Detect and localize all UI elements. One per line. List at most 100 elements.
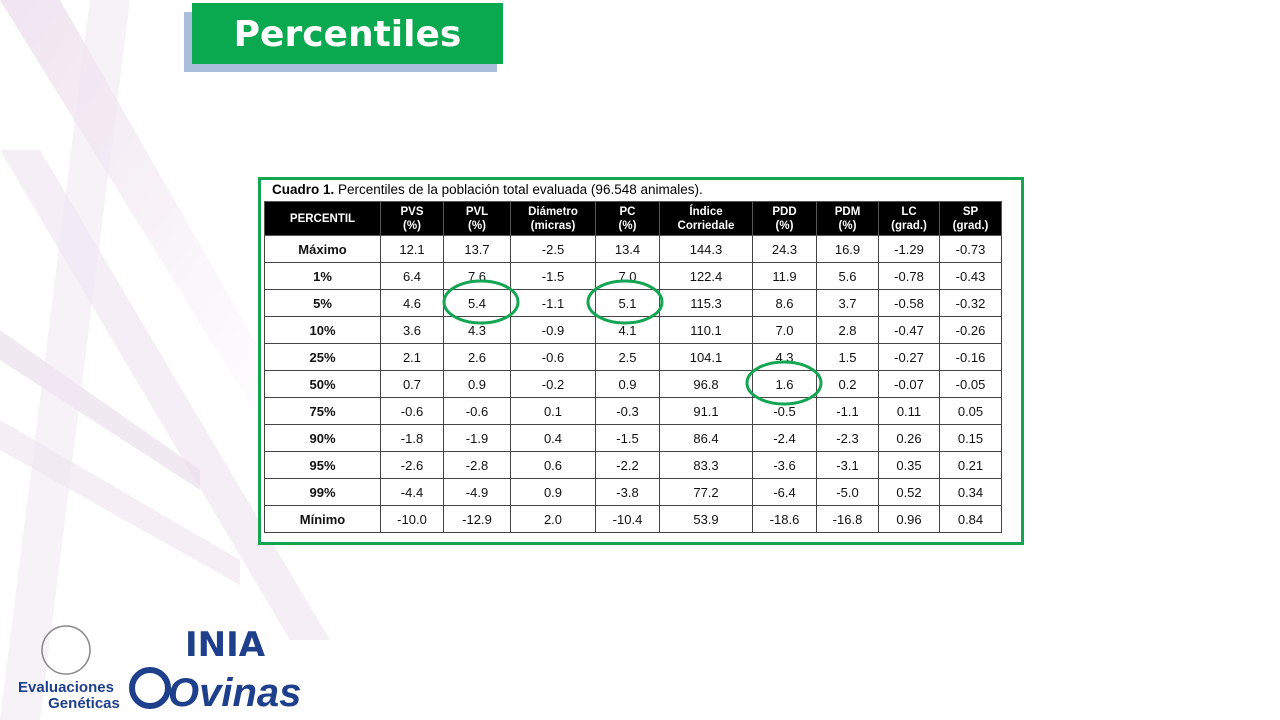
table-cell: -0.58 <box>878 289 940 317</box>
table-cell: 4.6 <box>380 289 444 317</box>
row-label: Mínimo <box>264 505 381 533</box>
table-cell: 144.3 <box>659 235 753 263</box>
table-cell: 77.2 <box>659 478 753 506</box>
row-label: 99% <box>264 478 381 506</box>
background-decoration <box>0 0 330 720</box>
table-cell: -0.05 <box>939 370 1002 398</box>
table-cell: 0.11 <box>878 397 940 425</box>
header-line: Diámetro <box>528 205 578 218</box>
table-cell: 6.4 <box>380 262 444 290</box>
column-header: SP (grad.) <box>939 201 1002 236</box>
header-line: (%) <box>468 219 486 232</box>
table-cell: -1.5 <box>595 424 660 452</box>
header-line: (%) <box>403 219 421 232</box>
header-line: (grad.) <box>891 219 927 232</box>
header-line: PDM <box>834 205 861 218</box>
table-cell: 86.4 <box>659 424 753 452</box>
program-name: Ovinas <box>168 671 301 715</box>
table-cell: 7.0 <box>752 316 817 344</box>
table-cell: -4.4 <box>380 478 444 506</box>
table-cell: -1.1 <box>816 397 879 425</box>
row-label: 5% <box>264 289 381 317</box>
column-header: Índice Corriedale <box>659 201 753 236</box>
table-cell: -0.3 <box>595 397 660 425</box>
table-cell: 4.3 <box>752 343 817 371</box>
table-cell: -0.73 <box>939 235 1002 263</box>
table-cell: -1.5 <box>510 262 596 290</box>
table-cell: 7.0 <box>595 262 660 290</box>
table-cell: 0.52 <box>878 478 940 506</box>
table-cell: 0.2 <box>816 370 879 398</box>
table-cell: -12.9 <box>443 505 511 533</box>
header-line: PC <box>619 205 636 218</box>
column-header: PC (%) <box>595 201 660 236</box>
percentile-table: PERCENTIL PVS (%) PVL (%) Diámetro (micras) PC(… <box>264 201 1002 533</box>
table-cell: -0.47 <box>878 316 940 344</box>
row-label: 95% <box>264 451 381 479</box>
table-cell: 0.15 <box>939 424 1002 452</box>
program-line: Genéticas <box>48 695 120 712</box>
slide-title: Percentiles <box>192 3 503 64</box>
table-cell: -0.26 <box>939 316 1002 344</box>
table-cell: 5.4 <box>443 289 511 317</box>
table-row: 90% -1.8 -1.9 0.4 -1.5 86.4 -2.4 -2.3 0.26 0.15 <box>264 424 1002 452</box>
table-cell: 1.5 <box>816 343 879 371</box>
row-label: 1% <box>264 262 381 290</box>
table-cell: -3.1 <box>816 451 879 479</box>
table-cell: 2.0 <box>510 505 596 533</box>
table-cell: -0.2 <box>510 370 596 398</box>
table-cell: -0.6 <box>443 397 511 425</box>
table-row: 75% -0.6 -0.6 0.1 -0.3 91.1 -0.5 -1.1 0.11 0.05 <box>264 397 1002 425</box>
table-cell: 5.6 <box>816 262 879 290</box>
table-cell: -2.2 <box>595 451 660 479</box>
header-line: (%) <box>618 219 637 232</box>
header-line: (%) <box>775 219 794 232</box>
table-cell: 12.1 <box>380 235 444 263</box>
header-row: PERCENTIL PVS (%) PVL (%) Diámetro (micras) PC(… <box>264 201 1002 236</box>
table-cell: 53.9 <box>659 505 753 533</box>
brand-logo: INIA <box>185 625 266 665</box>
table-cell: -1.9 <box>443 424 511 452</box>
table-cell: -0.9 <box>510 316 596 344</box>
table-cell: -6.4 <box>752 478 817 506</box>
table-cell: 0.35 <box>878 451 940 479</box>
caption-label: Cuadro 1. <box>272 182 335 197</box>
header-line: PVS <box>400 205 424 218</box>
table-cell: 16.9 <box>816 235 879 263</box>
table-cell: -2.8 <box>443 451 511 479</box>
table-cell: -18.6 <box>752 505 817 533</box>
header-line: Corriedale <box>677 219 735 232</box>
table-cell: 7.6 <box>443 262 511 290</box>
table-cell: 2.8 <box>816 316 879 344</box>
row-label: 25% <box>264 343 381 371</box>
table-cell: -1.1 <box>510 289 596 317</box>
column-header: Diámetro (micras) <box>510 201 596 236</box>
table-cell: -16.8 <box>816 505 879 533</box>
table-cell: -0.5 <box>752 397 817 425</box>
table-cell: 0.9 <box>595 370 660 398</box>
header-line: (grad.) <box>952 219 989 232</box>
table-cell: 115.3 <box>659 289 753 317</box>
table-cell: -10.0 <box>380 505 444 533</box>
table-cell: 13.7 <box>443 235 511 263</box>
table-cell: 3.6 <box>380 316 444 344</box>
table-cell: 122.4 <box>659 262 753 290</box>
table-cell: 0.9 <box>443 370 511 398</box>
table-cell: -0.16 <box>939 343 1002 371</box>
table-row: 50% 0.7 0.9 -0.2 0.9 96.8 1.6 0.2 -0.07 -0.05 <box>264 370 1002 398</box>
table-cell: 2.6 <box>443 343 511 371</box>
table-cell: -0.6 <box>510 343 596 371</box>
table-row: 10% 3.6 4.3 -0.9 4.1 110.1 7.0 2.8 -0.47 -0.26 <box>264 316 1002 344</box>
table-cell: 0.05 <box>939 397 1002 425</box>
header-line: PDD <box>772 205 797 218</box>
table-cell: -0.78 <box>878 262 940 290</box>
table-cell: -2.3 <box>816 424 879 452</box>
table-cell: 4.1 <box>595 316 660 344</box>
table-cell: 2.5 <box>595 343 660 371</box>
column-header: PVS (%) <box>380 201 444 236</box>
table-cell: -4.9 <box>443 478 511 506</box>
program-line: Evaluaciones <box>18 679 114 696</box>
row-label: 50% <box>264 370 381 398</box>
table-cell: 0.7 <box>380 370 444 398</box>
